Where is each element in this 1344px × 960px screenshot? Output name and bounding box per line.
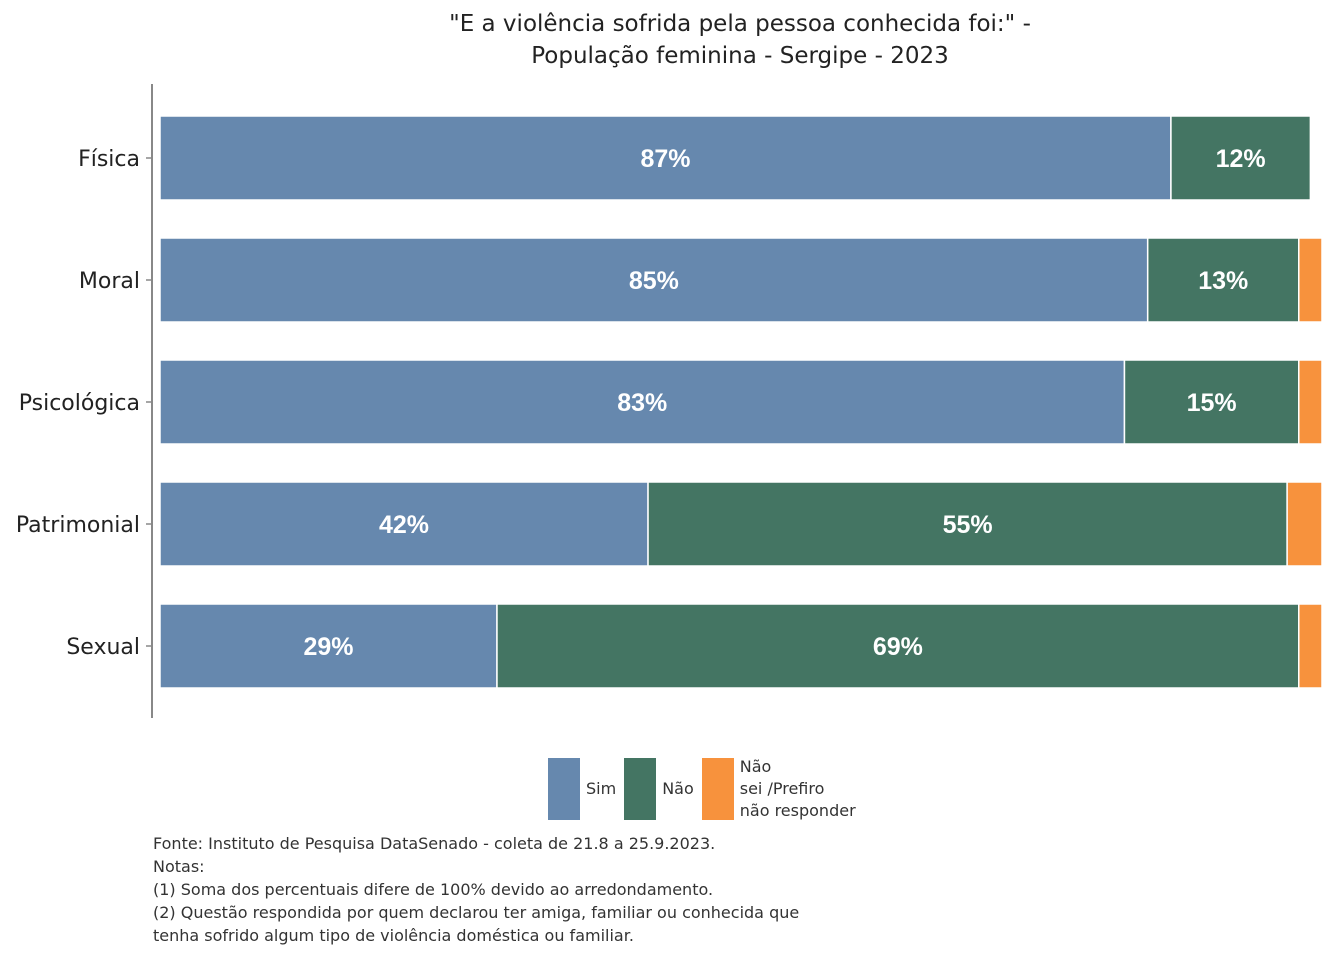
legend-swatch-ns	[701, 758, 734, 820]
footnote-note-2-cont: tenha sofrido algum tipo de violência do…	[153, 926, 634, 945]
y-tick-label: Sexual	[66, 635, 140, 660]
y-tick-label: Moral	[79, 269, 140, 294]
bar-segment	[159, 359, 1126, 445]
chart-title: "E a violência sofrida pela pessoa conhe…	[150, 8, 1330, 72]
legend-item-ns: Não sei /Prefiro não responder	[701, 756, 870, 822]
bar-segment	[496, 603, 1300, 689]
legend-label-line: Não	[662, 779, 694, 798]
legend-label-sim: Sim	[586, 778, 616, 800]
bar-segment	[1298, 359, 1323, 445]
footnote-note-1: (1) Soma dos percentuais difere de 100% …	[153, 880, 714, 899]
footnote-notes-heading: Notas:	[153, 857, 205, 876]
bar-segment	[1286, 481, 1323, 567]
data-label: 69%	[873, 633, 923, 661]
bar-segment	[159, 481, 649, 567]
bar-segment	[1146, 237, 1300, 323]
chart-plot: Física 87% 12% Moral 85% 13% Psicológica 83% 15%…	[16, 84, 1323, 718]
legend-swatch-nao	[624, 758, 657, 820]
legend-label-line: Sim	[586, 779, 617, 798]
bar-segment	[1298, 603, 1323, 689]
chart-title-line-1: "E a violência sofrida pela pessoa conhe…	[449, 11, 1031, 37]
bar-segment	[1123, 359, 1300, 445]
footnote-source: Fonte: Instituto de Pesquisa DataSenado …	[153, 834, 716, 853]
footnote-note-2: (2) Questão respondida por quem declarou…	[153, 903, 800, 922]
data-label: 12%	[1216, 145, 1266, 173]
y-tick-label: Psicológica	[19, 391, 140, 416]
legend-item-nao: Não	[624, 758, 694, 820]
legend: Sim Não Não sei /Prefiro não responder	[548, 756, 870, 822]
data-label: 42%	[379, 511, 429, 539]
data-label: 15%	[1187, 389, 1237, 417]
legend-item-sim: Sim	[548, 758, 616, 820]
data-label: 85%	[629, 267, 679, 295]
bar-segment	[1170, 115, 1312, 201]
legend-label-line: sei /Prefiro	[739, 779, 825, 798]
chart-title-line-2: População feminina - Sergipe - 2023	[531, 43, 949, 69]
footnotes: Fonte: Instituto de Pesquisa DataSenado …	[153, 832, 913, 947]
legend-label-line: Não	[739, 757, 772, 776]
bar-segment	[159, 115, 1172, 201]
legend-label-nao: Não	[662, 778, 694, 800]
y-tick-label: Patrimonial	[16, 513, 140, 538]
data-label: 83%	[617, 389, 667, 417]
y-tick-label: Física	[78, 147, 140, 172]
data-label: 13%	[1198, 267, 1248, 295]
bar-segment	[159, 603, 498, 689]
legend-label-line: não responder	[739, 801, 856, 820]
data-label: 29%	[303, 633, 353, 661]
legend-swatch-sim	[548, 758, 580, 820]
data-label: 55%	[943, 511, 993, 539]
legend-label-ns: Não sei /Prefiro não responder	[740, 756, 870, 822]
bar-segment	[159, 237, 1149, 323]
bar-segment	[1298, 237, 1323, 323]
data-label: 87%	[640, 145, 690, 173]
